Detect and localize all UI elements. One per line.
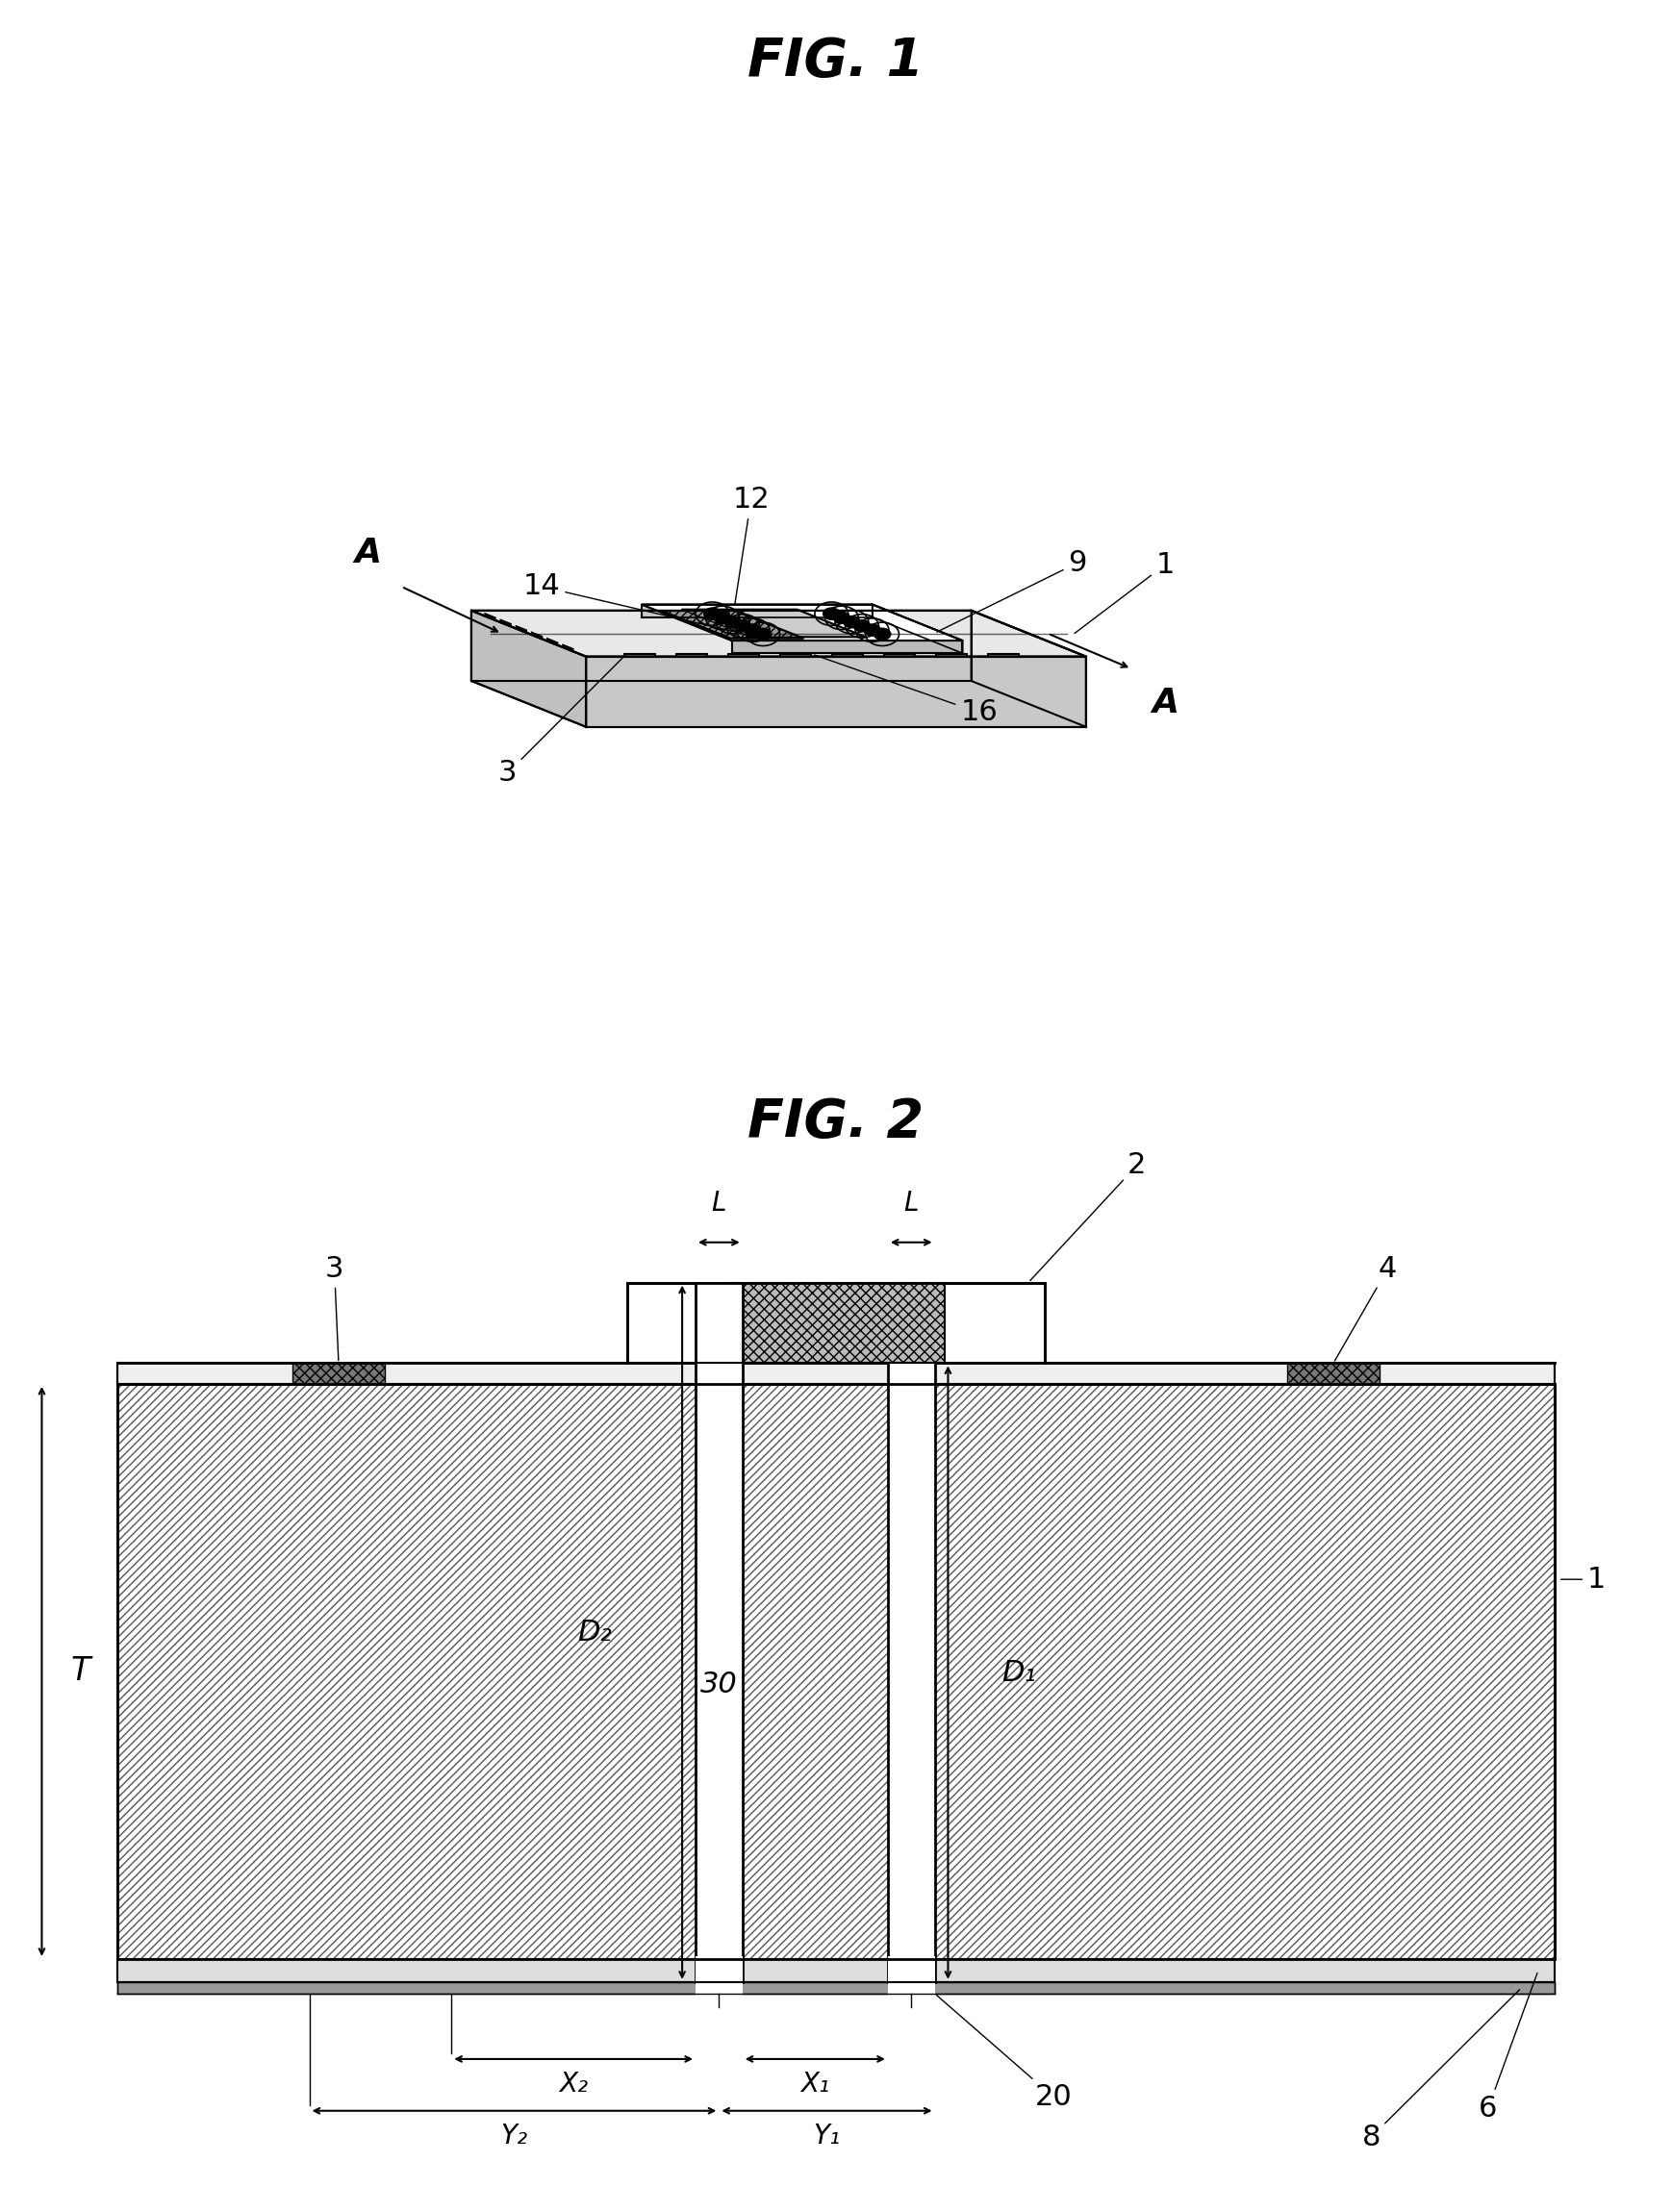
Circle shape (724, 615, 741, 628)
Text: 3: 3 (498, 657, 622, 787)
Circle shape (754, 628, 771, 639)
Circle shape (714, 613, 731, 624)
Bar (888, 1363, 935, 1982)
Polygon shape (472, 611, 971, 681)
Polygon shape (677, 655, 707, 657)
Text: 8: 8 (1361, 1989, 1520, 2152)
Circle shape (874, 628, 891, 639)
Polygon shape (884, 655, 915, 657)
Text: A: A (354, 535, 381, 568)
Bar (1287, 1363, 1379, 1385)
Text: 14: 14 (523, 573, 739, 633)
Polygon shape (936, 655, 966, 657)
Text: 20: 20 (936, 1995, 1072, 2110)
Polygon shape (625, 655, 655, 657)
Circle shape (833, 613, 849, 624)
Circle shape (843, 615, 859, 628)
Bar (117, 1960, 1555, 1982)
Polygon shape (662, 611, 804, 639)
Text: 3: 3 (324, 1254, 344, 1360)
Circle shape (864, 624, 881, 635)
Text: 4: 4 (1334, 1254, 1398, 1360)
Polygon shape (642, 604, 963, 641)
Polygon shape (532, 633, 542, 639)
Circle shape (704, 608, 721, 619)
Bar (627, 1283, 1045, 1363)
Text: T: T (70, 1655, 90, 1688)
Text: FIG. 1: FIG. 1 (747, 35, 925, 86)
Polygon shape (502, 619, 510, 626)
Circle shape (734, 619, 751, 633)
Bar (888, 1958, 935, 1995)
Text: 1: 1 (1075, 551, 1175, 633)
Text: D₂: D₂ (577, 1619, 612, 1646)
Bar (293, 1363, 385, 1385)
Polygon shape (729, 655, 759, 657)
Text: Y₂: Y₂ (500, 2121, 528, 2150)
Text: 1: 1 (1562, 1566, 1607, 1593)
Text: 30: 30 (701, 1670, 737, 1699)
Polygon shape (971, 611, 1087, 728)
Polygon shape (587, 657, 1087, 728)
Bar (117, 1385, 1555, 1960)
Bar (696, 1958, 742, 1995)
Bar (117, 1385, 1555, 1960)
Text: 16: 16 (814, 655, 998, 726)
Polygon shape (988, 655, 1018, 657)
Text: FIG. 2: FIG. 2 (747, 1097, 925, 1148)
Text: 12: 12 (732, 487, 769, 604)
Text: L: L (905, 1190, 918, 1217)
Text: X₂: X₂ (558, 2070, 589, 2097)
Text: 9: 9 (936, 549, 1087, 633)
Polygon shape (873, 604, 963, 653)
Bar (117, 1363, 1555, 1385)
Text: A: A (1152, 686, 1179, 719)
Polygon shape (517, 626, 527, 633)
Bar (727, 1283, 945, 1363)
Polygon shape (833, 655, 863, 657)
Bar (117, 1982, 1555, 1993)
Text: D₁: D₁ (1002, 1659, 1037, 1686)
Text: X₁: X₁ (801, 2070, 829, 2097)
Circle shape (823, 608, 839, 619)
Polygon shape (781, 655, 811, 657)
Polygon shape (563, 646, 573, 650)
Text: L: L (712, 1190, 726, 1217)
Text: 2: 2 (1030, 1150, 1147, 1281)
Text: 6: 6 (1478, 1973, 1537, 2124)
Polygon shape (682, 611, 866, 637)
Text: Y₁: Y₁ (813, 2121, 841, 2150)
Polygon shape (485, 615, 495, 619)
Circle shape (854, 619, 871, 633)
Polygon shape (642, 604, 873, 617)
Bar (696, 1283, 742, 1982)
Polygon shape (472, 611, 587, 728)
Polygon shape (732, 641, 963, 653)
Circle shape (744, 624, 761, 635)
Polygon shape (472, 611, 1087, 657)
Polygon shape (547, 639, 557, 646)
